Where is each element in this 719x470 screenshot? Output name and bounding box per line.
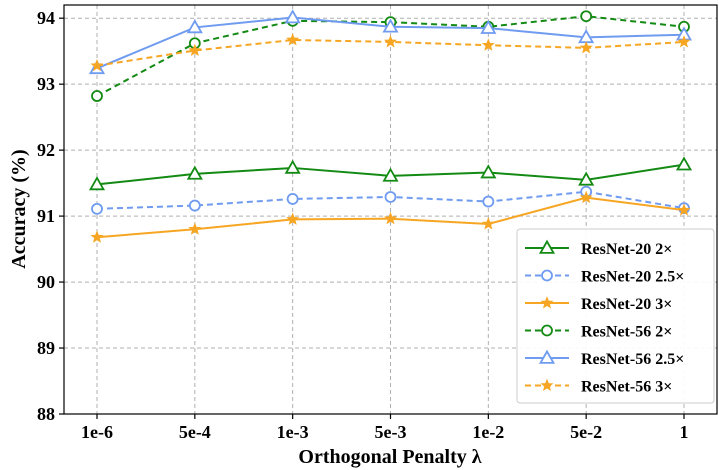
data-point [580, 10, 593, 23]
legend-marker [538, 349, 556, 364]
data-point [88, 176, 106, 191]
x-tick-label: 5e-2 [570, 422, 602, 442]
legend: ResNet-20 2× ResNet-20 2.5× ResNet-20 3× Re… [516, 228, 715, 404]
legend-item: ResNet-20 2× [525, 239, 672, 258]
data-point [186, 19, 203, 34]
data-point [480, 19, 497, 34]
y-tick-label: 89 [37, 338, 55, 358]
series-3 [90, 190, 691, 243]
legend-item: ResNet-20 2.5× [525, 269, 684, 286]
legend-marker [541, 324, 553, 337]
legend-item: ResNet-56 2.5× [525, 349, 684, 368]
data-point [90, 58, 104, 72]
data-point [384, 35, 397, 48]
data-point [677, 35, 691, 48]
y-tick-label: 93 [37, 74, 55, 94]
x-tick-label: 1e-6 [81, 422, 113, 442]
data-point [382, 18, 399, 33]
series-6 [90, 33, 691, 72]
data-point [481, 38, 495, 51]
legend-marker [540, 296, 554, 309]
series-lines [88, 9, 693, 243]
legend-label: ResNet-20 3× [581, 296, 672, 313]
data-point [284, 159, 301, 174]
legend-label: ResNet-56 2.5× [581, 351, 684, 368]
data-point [90, 230, 104, 243]
data-point [286, 212, 300, 225]
legend-marker [540, 378, 554, 392]
data-point [482, 195, 495, 208]
data-point [675, 156, 693, 171]
data-point [188, 43, 202, 57]
y-tick-label: 91 [37, 206, 55, 226]
data-point [91, 90, 103, 102]
data-point [481, 217, 495, 230]
data-point [384, 191, 397, 203]
y-axis-label: Accuracy (%) [8, 149, 30, 268]
y-tick-label: 92 [37, 140, 55, 160]
data-point [578, 171, 595, 186]
data-point [188, 199, 201, 212]
legend-label: ResNet-20 2× [581, 241, 672, 258]
axis-ticks: 88 89 90 91 92 93 94 1e-6 5e-4 1e-3 5e-3 1e-2 5e-2 1 [37, 8, 689, 442]
data-point [286, 193, 299, 205]
legend-item: ResNet-20 3× [525, 296, 672, 313]
data-point [284, 9, 301, 24]
legend-label: ResNet-20 2.5× [581, 269, 684, 286]
x-tick-label: 1e-3 [277, 422, 309, 442]
data-point [579, 190, 593, 204]
x-tick-label: 1 [680, 422, 689, 442]
data-point [480, 164, 497, 179]
data-point [91, 202, 103, 215]
legend-marker [538, 239, 556, 254]
legend-label: ResNet-56 2× [581, 324, 672, 341]
data-point [186, 165, 203, 180]
x-tick-label: 1e-2 [472, 422, 504, 442]
data-point [286, 33, 300, 46]
y-tick-label: 90 [37, 272, 55, 292]
x-tick-label: 5e-3 [375, 422, 407, 442]
legend-marker [541, 269, 553, 282]
legend-box [516, 228, 715, 404]
legend-item: ResNet-56 3× [525, 379, 672, 396]
data-point [677, 203, 691, 216]
legend-label: ResNet-56 3× [581, 379, 672, 396]
data-point [384, 211, 397, 225]
data-point [382, 167, 399, 182]
x-axis-label: Orthogonal Penalty λ [298, 446, 481, 468]
y-tick-label: 94 [37, 8, 55, 28]
legend-item: ResNet-56 2× [525, 324, 672, 341]
x-tick-label: 5e-4 [179, 422, 211, 442]
y-tick-label: 88 [37, 404, 55, 424]
series-1 [88, 156, 693, 191]
data-point [188, 222, 202, 235]
data-point [579, 41, 593, 54]
